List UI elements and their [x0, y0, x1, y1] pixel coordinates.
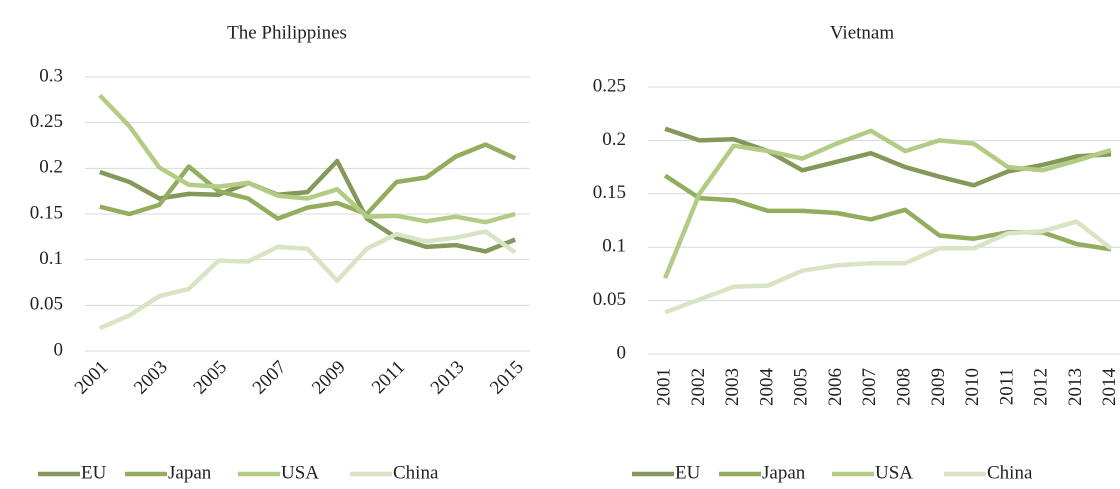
series-line	[664, 219, 1113, 315]
y-tick-label: 0.15	[30, 202, 63, 223]
x-tick-label: 2011	[368, 357, 409, 398]
series-line	[99, 158, 517, 254]
series-line	[99, 142, 517, 221]
legend-label: China	[393, 462, 439, 483]
x-tick-label: 2007	[859, 368, 880, 406]
y-tick-label: 0.1	[602, 236, 626, 257]
legend-label: Japan	[168, 462, 212, 483]
legend-label: Japan	[762, 462, 806, 483]
x-tick-label: 2012	[1031, 368, 1052, 406]
x-tick-label: 2005	[189, 357, 231, 399]
y-tick-label: 0	[617, 342, 627, 363]
series-line	[664, 126, 1112, 188]
y-tick-label: 0.2	[39, 157, 63, 178]
y-tick-label: 0.3	[39, 65, 63, 86]
x-tick-label: 2004	[756, 368, 777, 407]
x-tick-label: 2010	[962, 368, 983, 406]
legend-label: EU	[81, 462, 107, 483]
x-tick-label: 2013	[1065, 368, 1086, 406]
y-tick-label: 0	[54, 339, 64, 360]
series-line	[98, 93, 516, 225]
x-tick-label: 2002	[688, 368, 709, 406]
x-tick-label: 2009	[308, 357, 350, 399]
legend-label: USA	[281, 462, 319, 483]
series-line	[663, 173, 1112, 252]
y-tick-label: 0.2	[602, 129, 626, 150]
legend-label: USA	[875, 462, 913, 483]
chart-title: The Philippines	[227, 22, 347, 43]
y-tick-label: 0.1	[39, 248, 63, 269]
x-tick-label: 2009	[928, 368, 949, 406]
x-tick-label: 2011	[996, 368, 1017, 405]
x-tick-label: 2003	[130, 357, 172, 399]
legend-label: EU	[675, 462, 701, 483]
x-tick-label: 2013	[427, 357, 469, 399]
chart-title: Vietnam	[830, 22, 895, 43]
y-tick-label: 0.05	[30, 294, 63, 315]
x-tick-label: 2007	[249, 357, 291, 399]
x-tick-label: 2006	[825, 368, 846, 406]
series-line	[98, 229, 517, 331]
x-tick-label: 2003	[722, 368, 743, 406]
y-tick-label: 0.05	[593, 289, 626, 310]
y-tick-label: 0.15	[593, 182, 626, 203]
x-tick-label: 2014	[1099, 368, 1120, 407]
y-tick-label: 0.25	[30, 111, 63, 132]
x-tick-label: 2001	[654, 368, 675, 406]
series-line	[663, 128, 1112, 280]
legend-label: China	[987, 462, 1033, 483]
x-tick-label: 2008	[894, 368, 915, 406]
x-tick-label: 2005	[791, 368, 812, 406]
y-tick-label: 0.25	[593, 75, 626, 96]
x-tick-label: 2001	[71, 357, 113, 399]
x-tick-label: 2015	[486, 357, 528, 399]
